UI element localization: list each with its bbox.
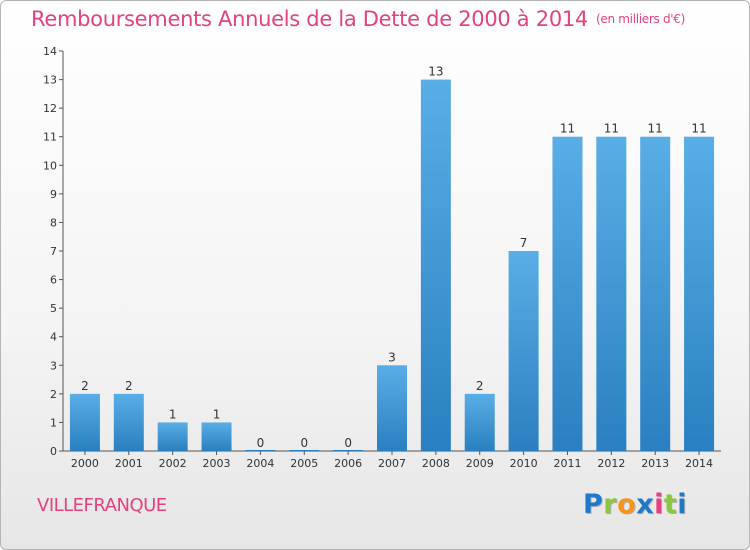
x-tick-label: 2002 <box>159 457 187 470</box>
bar-value-label: 1 <box>169 407 177 421</box>
y-tick-label: 1 <box>50 416 57 429</box>
y-tick-label: 11 <box>43 131 57 144</box>
y-tick-label: 0 <box>50 445 57 458</box>
place-name: VILLEFRANQUE <box>37 495 167 516</box>
x-tick-label: 2009 <box>466 457 494 470</box>
y-tick-label: 13 <box>43 74 57 87</box>
bar-value-label: 13 <box>428 65 443 79</box>
y-tick-label: 12 <box>43 102 57 115</box>
y-tick-label: 14 <box>43 45 57 58</box>
title-text: Remboursements Annuels de la Dette de 20… <box>31 7 588 31</box>
bar-value-label: 11 <box>604 122 619 136</box>
bar-value-label: 11 <box>691 122 706 136</box>
bar <box>420 79 451 452</box>
x-tick-label: 2013 <box>641 457 669 470</box>
bar-value-label: 0 <box>344 436 352 450</box>
bar <box>596 136 627 451</box>
logo-letter: i <box>677 489 688 520</box>
y-tick-label: 10 <box>43 159 57 172</box>
bar <box>684 136 715 451</box>
x-tick-label: 2012 <box>597 457 625 470</box>
y-tick-label: 7 <box>50 245 57 258</box>
bar <box>69 393 100 451</box>
bar <box>640 136 671 451</box>
proxiti-logo: Proxiti <box>583 489 687 520</box>
bar <box>508 251 539 451</box>
y-tick-label: 3 <box>50 359 57 372</box>
x-tick-label: 2004 <box>246 457 274 470</box>
y-tick-label: 8 <box>50 216 57 229</box>
x-tick-label: 2010 <box>510 457 538 470</box>
bar-value-label: 7 <box>520 236 528 250</box>
bar <box>157 422 188 451</box>
y-tick-label: 2 <box>50 388 57 401</box>
bar <box>201 422 232 451</box>
logo-letter: i <box>654 489 664 520</box>
bar-value-label: 3 <box>388 350 396 364</box>
y-tick-label: 5 <box>50 302 57 315</box>
logo-letter: P <box>583 489 604 520</box>
y-tick-label: 6 <box>50 274 57 287</box>
bar-value-label: 11 <box>648 122 663 136</box>
y-tick-label: 4 <box>50 331 57 344</box>
y-tick-label: 9 <box>50 188 57 201</box>
logo-letter: t <box>663 489 678 520</box>
bar-value-label: 2 <box>81 379 89 393</box>
x-tick-label: 2001 <box>115 457 143 470</box>
bar <box>552 136 583 451</box>
bar-value-label: 11 <box>560 122 575 136</box>
bar-value-label: 2 <box>476 379 484 393</box>
logo-letter: x <box>636 489 655 520</box>
logo-letter: o <box>617 489 637 520</box>
x-tick-label: 2006 <box>334 457 362 470</box>
chart-title: Remboursements Annuels de la Dette de 20… <box>31 7 685 31</box>
x-tick-label: 2008 <box>422 457 450 470</box>
bar-value-label: 0 <box>257 436 265 450</box>
x-tick-label: 2003 <box>203 457 231 470</box>
bar-value-label: 0 <box>300 436 308 450</box>
bar-value-label: 2 <box>125 379 133 393</box>
bar <box>464 393 495 451</box>
x-tick-label: 2007 <box>378 457 406 470</box>
logo-letter: r <box>603 489 618 520</box>
x-tick-label: 2011 <box>553 457 581 470</box>
bar-value-label: 1 <box>213 407 221 421</box>
bar <box>113 393 144 451</box>
x-tick-label: 2014 <box>685 457 713 470</box>
unit-note: (en milliers d'€) <box>596 12 686 26</box>
x-tick-label: 2000 <box>71 457 99 470</box>
bar <box>377 365 407 451</box>
x-tick-label: 2005 <box>290 457 318 470</box>
